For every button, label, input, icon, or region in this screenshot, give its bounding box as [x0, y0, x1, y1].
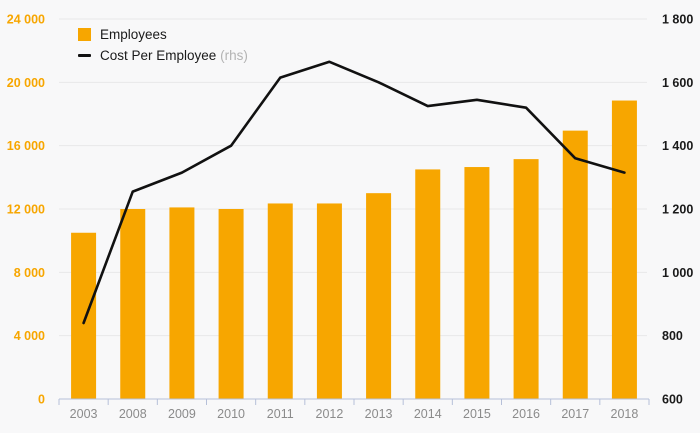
x-axis-label-2017: 2017: [561, 407, 589, 421]
cost-line-swatch-icon: [78, 54, 91, 57]
left-axis-label: 20 000: [7, 76, 45, 90]
x-axis-label-2016: 2016: [512, 407, 540, 421]
employees-swatch-icon: [78, 28, 91, 41]
legend-label-employees: Employees: [100, 27, 167, 42]
left-axis-label: 4 000: [14, 329, 45, 343]
bar-2017[interactable]: [562, 130, 588, 399]
legend-label-cost-per-employee: Cost Per Employee (rhs): [100, 48, 248, 63]
bar-2016[interactable]: [513, 159, 539, 399]
x-axis-label-2012: 2012: [316, 407, 344, 421]
x-axis-label-2013: 2013: [365, 407, 393, 421]
bar-2018[interactable]: [611, 100, 637, 400]
x-axis-label-2009: 2009: [168, 407, 196, 421]
x-axis-label-2011: 2011: [267, 407, 294, 421]
bar-2011[interactable]: [267, 203, 293, 399]
right-axis-label: 1 600: [662, 76, 693, 90]
bar-2010[interactable]: [218, 209, 244, 399]
legend-item-employees[interactable]: Employees: [78, 27, 248, 42]
left-axis-label: 16 000: [7, 139, 45, 153]
bar-2003[interactable]: [71, 232, 97, 399]
bar-2015[interactable]: [464, 167, 490, 399]
chart-legend: Employees Cost Per Employee (rhs): [78, 27, 248, 63]
x-axis-label-2015: 2015: [463, 407, 491, 421]
left-axis-label: 8 000: [14, 266, 45, 280]
bar-2012[interactable]: [316, 203, 342, 399]
right-axis-label: 1 200: [662, 203, 693, 217]
x-axis-label-2008: 2008: [119, 407, 147, 421]
left-axis-label: 12 000: [7, 203, 45, 217]
x-axis-label-2010: 2010: [217, 407, 245, 421]
right-axis-label: 1 400: [662, 139, 693, 153]
right-axis-label: 1 000: [662, 266, 693, 280]
left-axis-label: 0: [38, 393, 45, 407]
bar-2008[interactable]: [120, 209, 146, 399]
bar-2013[interactable]: [366, 193, 392, 399]
right-axis-label: 1 800: [662, 13, 693, 27]
right-axis-label: 600: [662, 393, 683, 407]
x-axis-label-2003: 2003: [70, 407, 98, 421]
x-axis-label-2018: 2018: [611, 407, 639, 421]
right-axis-label: 800: [662, 329, 683, 343]
x-axis-label-2014: 2014: [414, 407, 442, 421]
bar-2009[interactable]: [169, 207, 195, 399]
left-axis-label: 24 000: [7, 13, 45, 27]
cost-per-employee-line[interactable]: [82, 60, 626, 325]
legend-item-cost-per-employee[interactable]: Cost Per Employee (rhs): [78, 48, 248, 63]
bar-2014[interactable]: [415, 169, 441, 399]
legend-rhs-suffix: (rhs): [220, 48, 248, 63]
